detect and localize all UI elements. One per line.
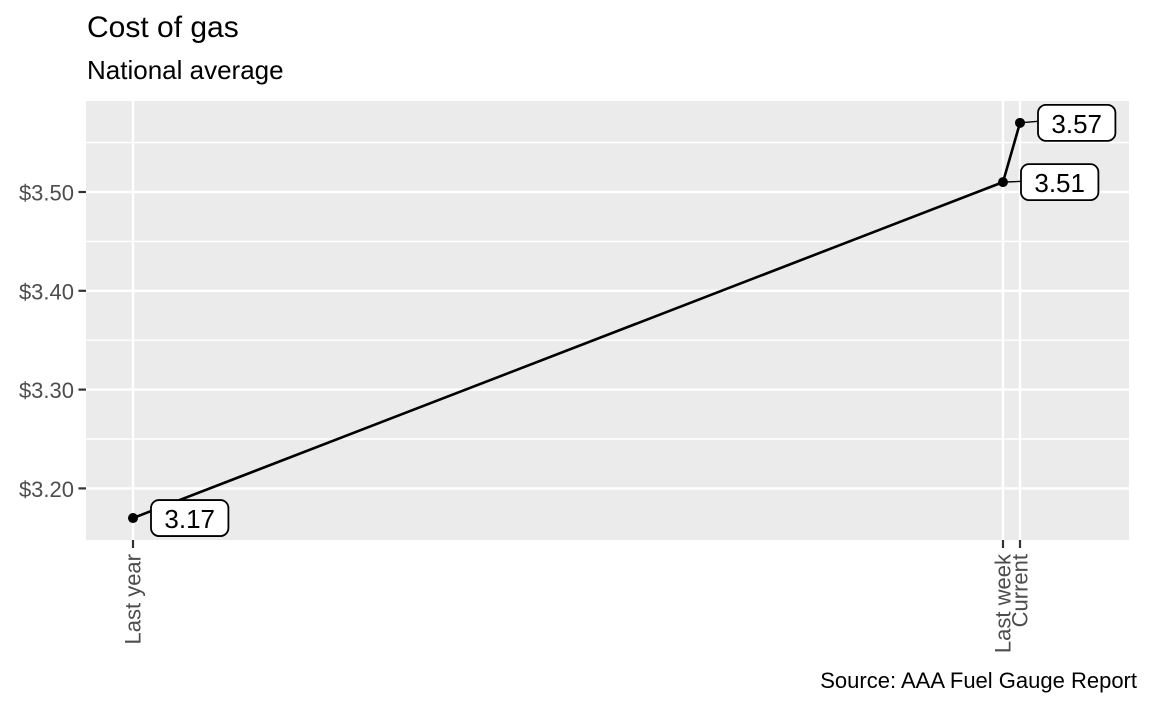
x-axis-tick-label: Current [1008, 554, 1033, 627]
value-label-text: 3.57 [1051, 109, 1102, 139]
value-label-box [150, 499, 230, 537]
data-point [128, 513, 138, 524]
x-axis-tick-label: Last week [990, 553, 1015, 653]
chart-source-caption: Source: AAA Fuel Gauge Report [820, 668, 1137, 693]
y-axis-tick-label: $3.20 [19, 477, 74, 502]
data-point [997, 177, 1008, 188]
value-label-box [1037, 103, 1117, 142]
chart-title: Cost of gas [87, 11, 239, 44]
x-axis-tick-label: Last year [121, 554, 146, 645]
chart-panel-background [86, 101, 1129, 540]
y-axis-tick-label: $3.50 [19, 181, 74, 206]
y-axis-tick-label: $3.40 [19, 279, 74, 304]
data-point [1015, 117, 1025, 128]
value-label-text: 3.17 [164, 504, 215, 534]
chart-subtitle: National average [87, 55, 284, 85]
value-label-box [1020, 163, 1100, 202]
value-label-text: 3.51 [1034, 168, 1085, 198]
y-axis-tick-label: $3.30 [19, 378, 74, 403]
